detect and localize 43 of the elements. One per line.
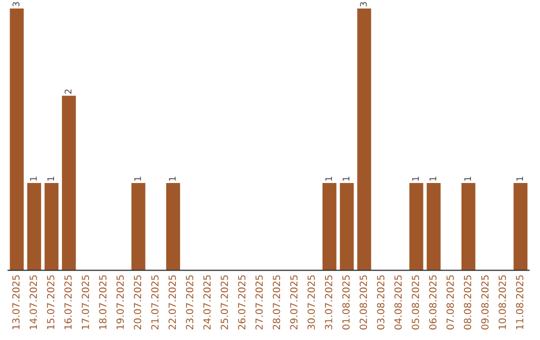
x-tick-label: 28.07.2025 — [272, 275, 280, 330]
x-tick-label: 29.07.2025 — [290, 275, 298, 330]
x-tick-label: 11.08.2025 — [516, 275, 524, 330]
x-tick-label: 19.07.2025 — [116, 275, 124, 330]
data-label: 2 — [64, 90, 72, 94]
x-tick-label: 18.07.2025 — [99, 275, 106, 330]
x-tick-label: 21.07.2025 — [151, 275, 159, 330]
x-tick-label: 31.07.2025 — [324, 275, 332, 330]
x-tick-label: 13.07.2025 — [12, 275, 20, 330]
x-tick-label: 16.07.2025 — [64, 275, 72, 330]
x-tick-label: 05.08.2025 — [412, 275, 420, 330]
data-label: 1 — [516, 176, 524, 181]
x-tick-label: 04.08.2025 — [394, 275, 402, 330]
data-label: 1 — [134, 176, 141, 181]
data-label: 3 — [12, 2, 20, 6]
data-label: 1 — [342, 176, 350, 181]
data-label: 1 — [30, 176, 37, 181]
x-tick-label: 27.07.2025 — [255, 275, 263, 330]
x-tick-label: 06.08.2025 — [429, 275, 436, 330]
x-tick-label: 22.07.2025 — [168, 275, 176, 330]
x-tick-label: 10.08.2025 — [498, 275, 506, 330]
x-tick-label: 15.07.2025 — [46, 275, 54, 330]
x-tick-label: 30.07.2025 — [308, 275, 315, 330]
x-tick-label: 01.08.2025 — [342, 275, 350, 330]
data-label: 1 — [412, 176, 419, 181]
x-tick-label: 03.08.2025 — [377, 275, 384, 330]
x-tick-label: 09.08.2025 — [481, 275, 489, 330]
x-tick-label: 23.07.2025 — [186, 275, 194, 330]
x-tick-label: 14.07.2025 — [30, 275, 37, 330]
x-tick-label: 17.07.2025 — [82, 275, 90, 330]
x-tick-label: 02.08.2025 — [360, 275, 368, 330]
data-label: 1 — [169, 176, 176, 181]
x-tick-label: 26.07.2025 — [238, 275, 246, 330]
data-label: 1 — [430, 176, 436, 181]
x-tick-label: 25.07.2025 — [220, 275, 228, 330]
x-tick-label: 24.07.2025 — [203, 275, 211, 330]
x-tick-label: 20.07.2025 — [134, 275, 142, 330]
data-label: 3 — [360, 2, 367, 6]
data-label: 1 — [325, 176, 332, 181]
data-label: 1 — [464, 176, 471, 181]
data-label: 1 — [47, 176, 54, 181]
x-tick-label: 08.08.2025 — [464, 275, 472, 330]
x-tick-label: 07.08.2025 — [446, 275, 454, 330]
